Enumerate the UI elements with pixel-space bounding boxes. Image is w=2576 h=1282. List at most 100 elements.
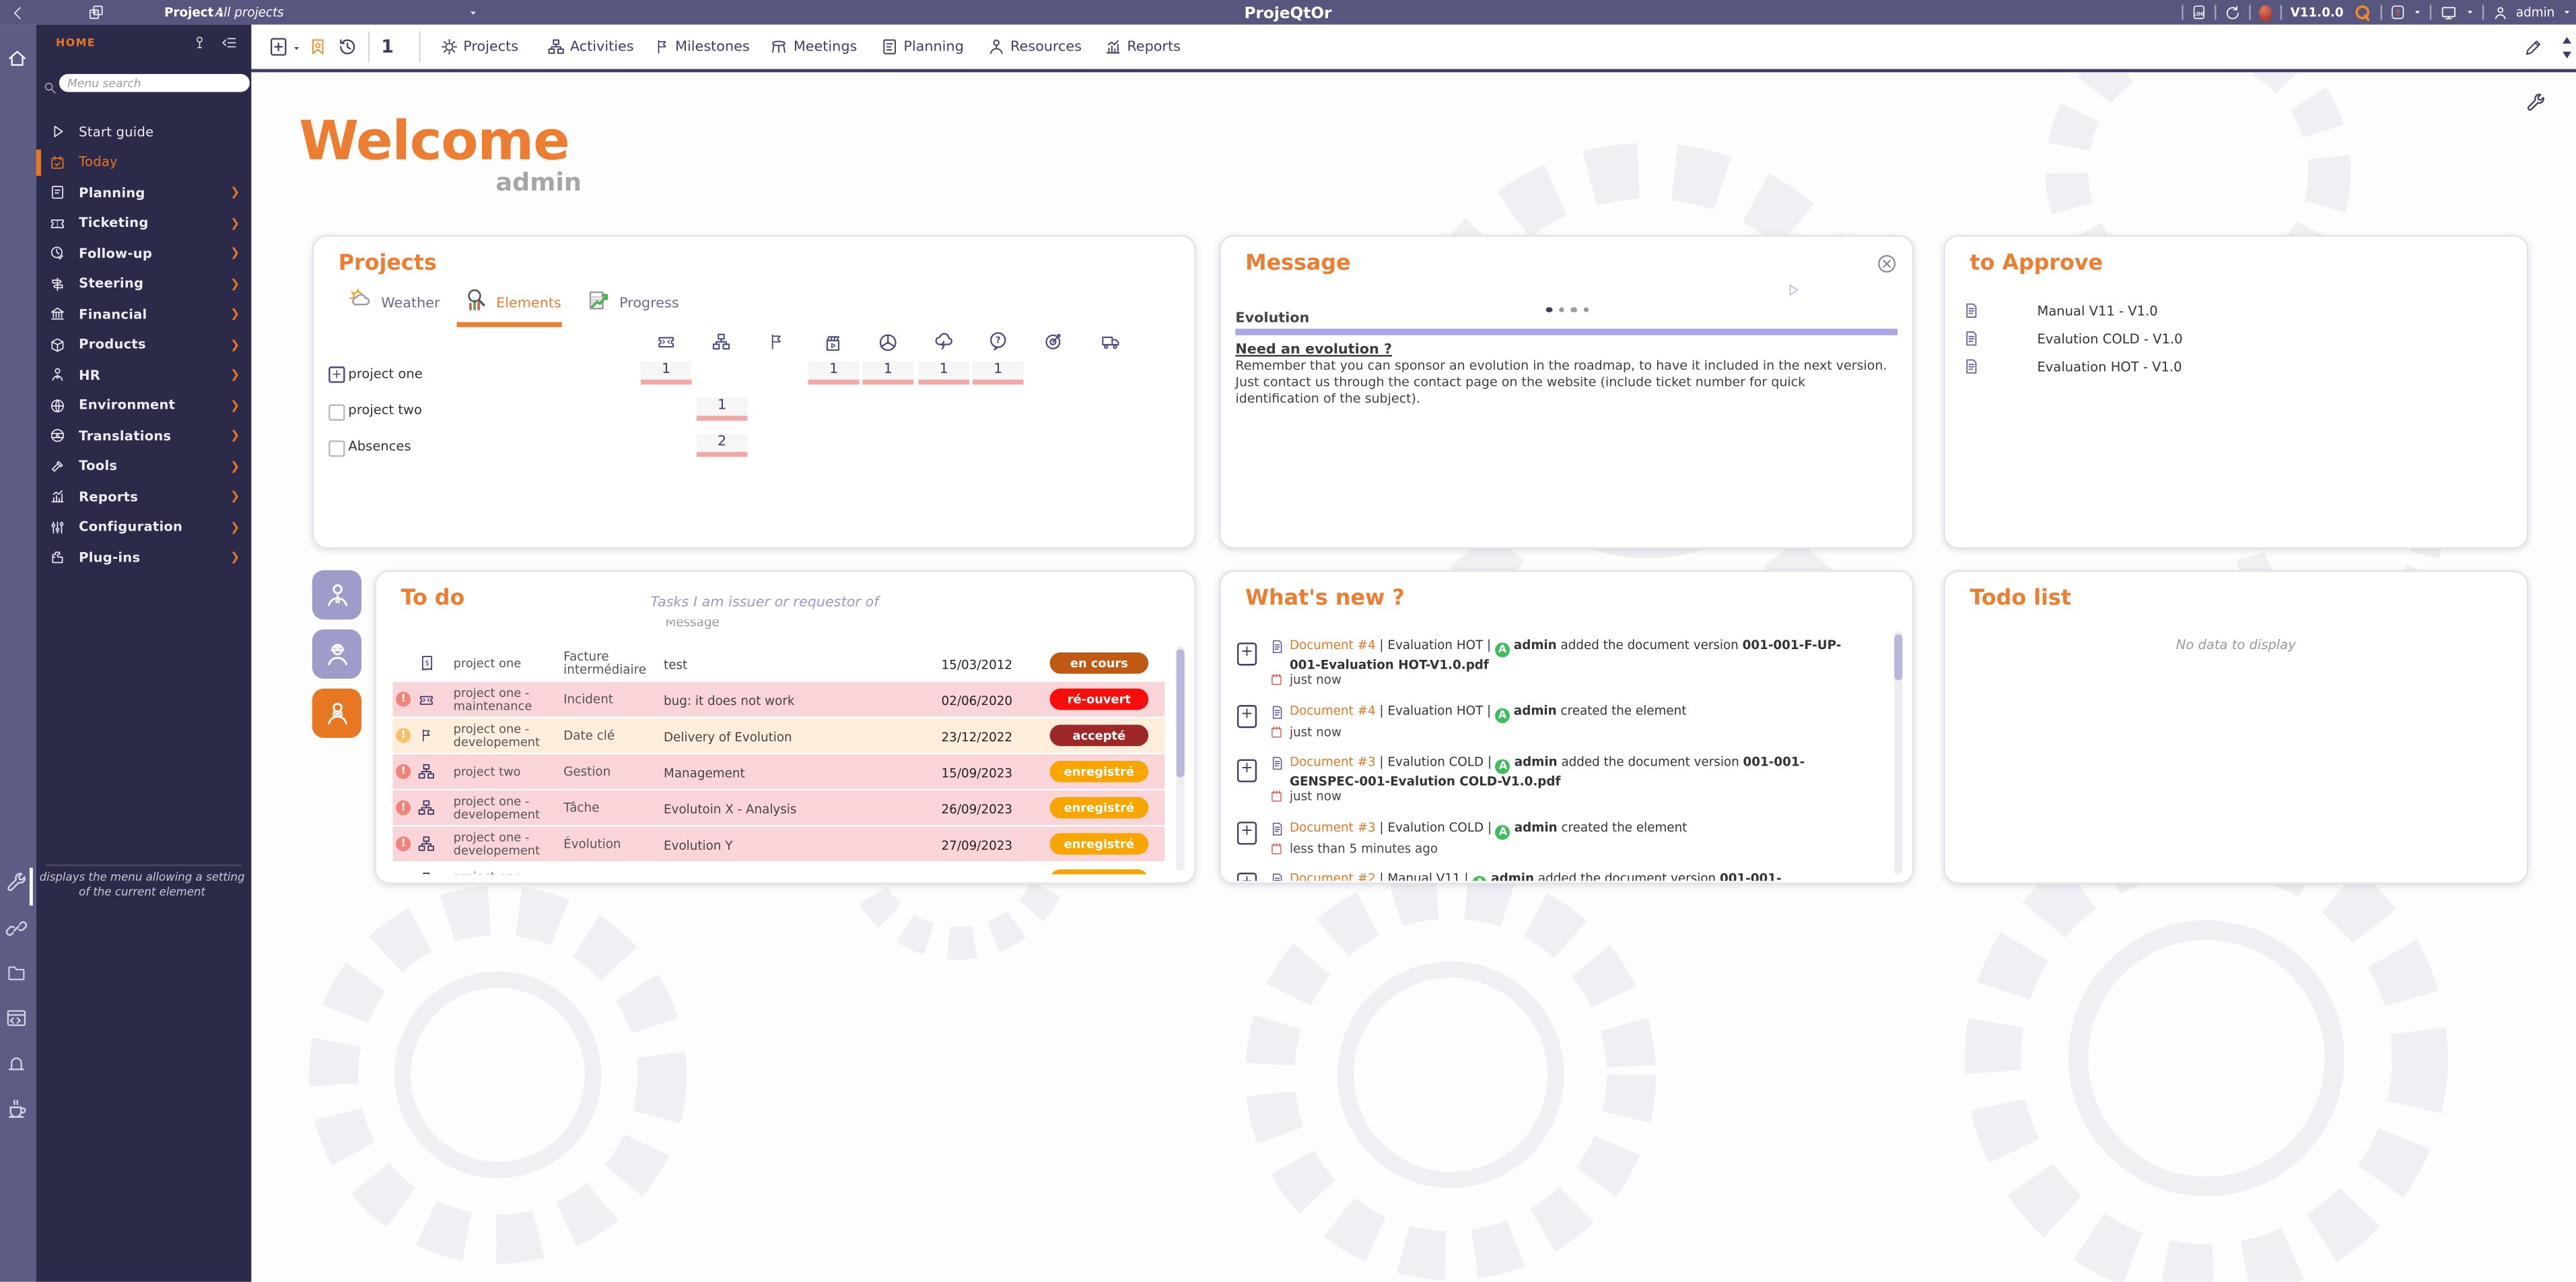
nav-milestones[interactable]: Milestones [654,25,750,69]
approve-item[interactable]: Manual V11 - V1.0 [2037,304,2158,319]
expand-absences[interactable] [328,440,345,457]
sidebar-item-environment[interactable]: Environment ❯ [36,391,252,421]
sidebar-item-hr[interactable]: HR ❯ [36,360,252,391]
open-count[interactable]: 1 [381,36,394,58]
project-row-label[interactable]: Absences [348,438,411,454]
sidebar-item-products[interactable]: Products ❯ [36,329,252,360]
sidebar-item-translations[interactable]: A Translations ❯ [36,421,252,451]
tab-elements[interactable]: Elements [496,296,561,312]
table-row[interactable]: $ project one Facture intermédiaire test… [392,646,1165,681]
count-cell-tickets[interactable]: 1 [640,361,692,385]
bell-icon[interactable] [5,1053,28,1075]
add-window-icon[interactable] [87,3,105,22]
expand-project-one[interactable]: + [328,366,345,383]
sidebar-item-tools[interactable]: Tools ❯ [36,451,252,481]
carousel-dot[interactable] [1558,306,1564,312]
nav-resources[interactable]: Resources [987,25,1082,69]
collapse-menu-icon[interactable] [220,34,238,50]
sidebar-item-steering[interactable]: Steering ❯ [36,269,252,299]
sidebar-item-follow-up[interactable]: Follow-up ❯ [36,238,252,269]
sidebar-item-plug-ins[interactable]: Plug-ins ❯ [36,542,252,572]
table-row[interactable]: ! project one - developement Date clé De… [392,718,1165,753]
count-cell-issues[interactable]: 1 [918,361,970,385]
approve-item[interactable]: Evalution COLD - V1.0 [2037,332,2183,347]
home-icon[interactable] [7,48,28,69]
whats-new-scrollbar[interactable] [1894,631,1903,875]
project-row-label[interactable]: project one [348,366,423,382]
whats-new-scrollbar-thumb[interactable] [1894,634,1903,681]
carousel-dot[interactable] [1582,306,1589,312]
project-selector-value[interactable]: All projects [215,5,284,20]
help-icon[interactable]: ? [2390,3,2404,22]
sidebar-item-reports[interactable]: Reports ❯ [36,481,252,512]
refresh-icon[interactable] [2225,4,2241,20]
tab-weather[interactable]: Weather [381,296,440,312]
back-chevron-icon[interactable] [10,4,26,20]
wrench-icon[interactable] [5,871,28,894]
document-link[interactable]: Document #3 [1289,754,1376,770]
user-icon[interactable] [2491,4,2507,20]
new-item-icon[interactable] [268,36,289,58]
table-row[interactable]: ! project one - developement Évolution E… [392,826,1165,861]
coffee-icon[interactable] [5,1098,30,1120]
document-link[interactable]: Document #4 [1289,637,1376,652]
expand-project-two[interactable] [328,404,345,421]
pin-icon[interactable] [193,34,207,50]
help-caret-icon[interactable] [2412,8,2421,16]
filter-worker-button[interactable] [312,629,361,679]
carousel-next-icon[interactable] [1786,281,1801,299]
menu-search-input[interactable] [59,73,250,92]
nav-reports[interactable]: Reports [1104,25,1181,69]
count-cell-actions[interactable]: 1 [808,361,860,385]
nav-activities[interactable]: Activities [547,25,634,69]
count-cell-activities[interactable]: 2 [696,434,748,457]
sidebar-item-configuration[interactable]: Configuration ❯ [36,512,252,542]
nav-planning[interactable]: Planning [880,25,964,69]
filter-requestor-button[interactable] [312,688,361,738]
sidebar-item-financial[interactable]: Financial ❯ [36,299,252,329]
display-icon[interactable] [2439,4,2457,20]
close-icon[interactable] [1876,253,1898,275]
sidebar-item-ticketing[interactable]: Ticketing ❯ [36,208,252,238]
user-caret-icon[interactable] [2563,8,2571,16]
new-item-caret-icon[interactable] [292,44,300,53]
record-indicator[interactable] [2259,4,2272,21]
link-icon[interactable] [5,917,28,940]
table-row[interactable]: project one - [392,863,1165,875]
expand-icon[interactable]: + [1237,821,1257,845]
count-cell-activities[interactable]: 1 [696,397,748,421]
sidebar-item-planning[interactable]: Planning ❯ [36,178,252,208]
tab-progress[interactable]: Progress [619,296,679,312]
edit-pencil-icon[interactable] [2523,38,2543,57]
approve-item[interactable]: Evaluation HOT - V1.0 [2037,360,2182,375]
expand-icon[interactable]: + [1237,642,1257,666]
project-caret-icon[interactable] [468,8,479,18]
display-caret-icon[interactable] [2465,8,2473,16]
sidebar-item-start-guide[interactable]: Start guide [36,116,252,147]
table-row[interactable]: ! project one - maintenance Incident bug… [392,681,1165,717]
bookmark-star-icon[interactable] [309,36,327,58]
scroll-down-icon[interactable] [2561,49,2573,61]
code-window-icon[interactable] [5,1007,28,1029]
page-settings-wrench-icon[interactable] [2525,92,2546,114]
todo-scrollbar-thumb[interactable] [1176,649,1185,778]
table-row[interactable]: ! project one - developement Tâche Evolu… [392,790,1165,825]
filter-manager-button[interactable] [312,570,361,620]
folder-icon[interactable] [5,963,28,982]
nav-meetings[interactable]: Meetings [769,25,857,69]
nav-projects[interactable]: Projects [440,25,518,69]
carousel-dot[interactable] [1570,306,1576,312]
document-link[interactable]: Document #3 [1289,819,1376,835]
expand-icon[interactable]: + [1237,705,1257,729]
count-cell-risks[interactable]: 1 [862,361,914,385]
todo-scrollbar[interactable] [1176,646,1185,871]
expand-icon[interactable]: + [1237,759,1257,782]
log-icon[interactable]: LOG [2192,3,2206,22]
count-cell-questions[interactable]: 1 [972,361,1024,385]
history-clock-icon[interactable] [337,36,358,58]
document-link[interactable]: Document #2 [1289,871,1376,881]
scroll-up-icon[interactable] [2561,34,2573,46]
carousel-dots[interactable] [1545,288,1595,318]
carousel-dot-active[interactable] [1545,306,1552,312]
document-link[interactable]: Document #4 [1289,703,1376,718]
